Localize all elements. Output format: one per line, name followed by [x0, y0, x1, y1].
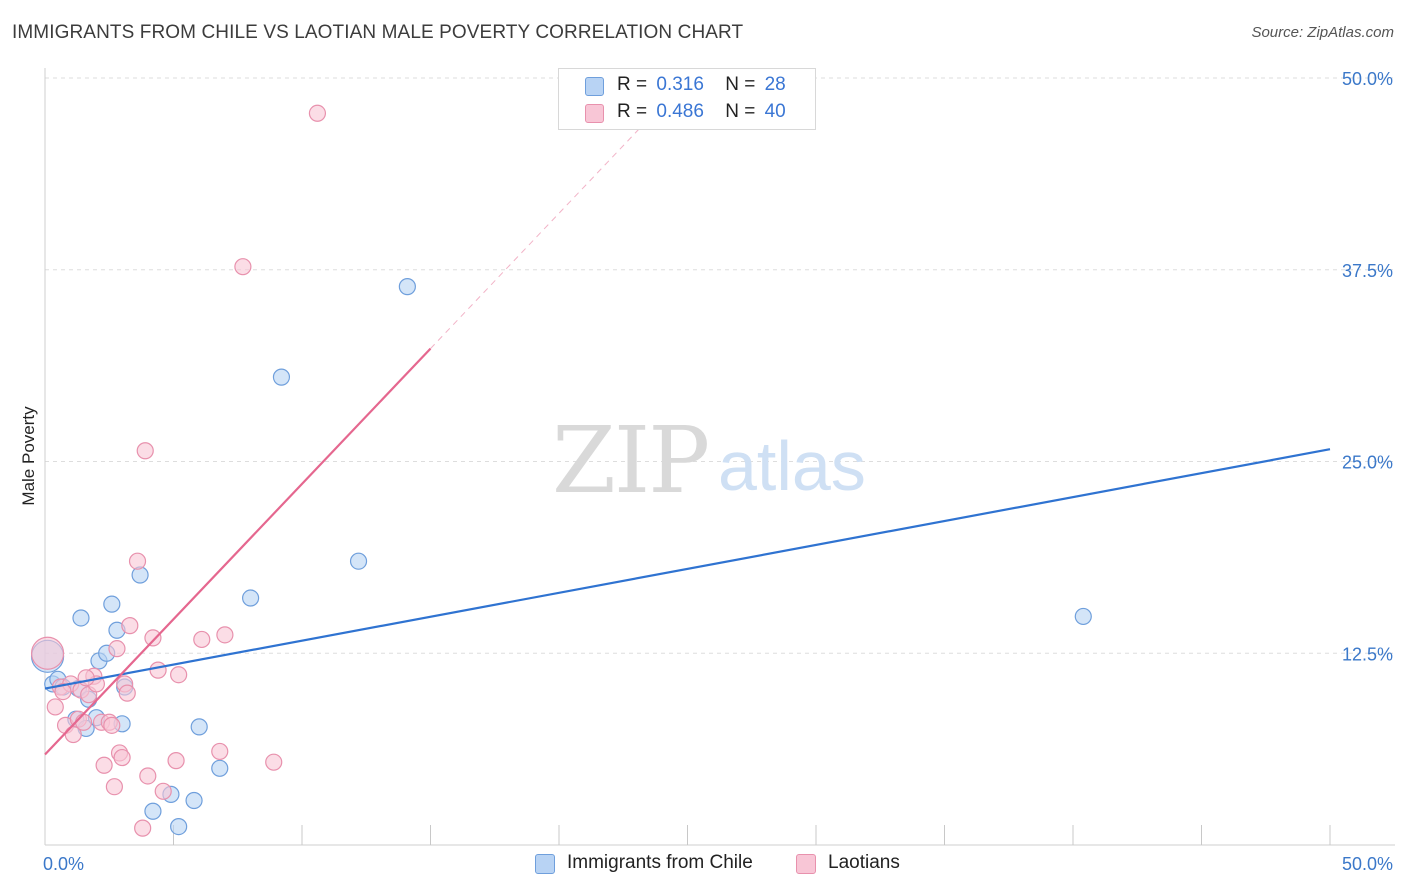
chart-source: Source: ZipAtlas.com [1251, 24, 1394, 41]
chile-trend-line [44, 448, 1331, 690]
legend-text-laotians: R = 0.486 N = 40 [617, 101, 786, 122]
laotian-point-1 [46, 698, 64, 716]
tick-labels: 12.5% 25.0% 37.5% 50.0% 0.0% 50.0% [43, 69, 1393, 874]
points [30, 104, 1092, 837]
laotian-point-26 [139, 767, 157, 785]
watermark-zip: ZIP [552, 407, 708, 514]
laotian-point-8 [74, 713, 93, 731]
chile-point-23 [242, 589, 260, 607]
chile-point-27 [1074, 607, 1092, 626]
legend-text-chile: R = 0.316 N = 28 [617, 74, 786, 95]
laotian-point-38 [54, 682, 72, 701]
watermark-atlas: atlas [718, 427, 866, 505]
laotian-point-27 [144, 629, 162, 647]
legend-swatch-chile [585, 77, 604, 96]
laotian-trend-line [44, 347, 432, 756]
bottom-legend-label-chile: Immigrants from Chile [567, 852, 753, 873]
chile-point-12 [103, 595, 121, 613]
chile-point-21 [190, 718, 208, 736]
laotian-point-21 [118, 684, 136, 702]
bottom-legend-label-laotians: Laotians [828, 852, 900, 873]
laotian-point-28 [149, 661, 167, 679]
laotian-point-35 [234, 258, 252, 276]
laotian-point-30 [167, 752, 185, 770]
axes [44, 68, 1395, 846]
x-tick-label-0: 0.0% [43, 854, 84, 874]
y-tick-label-3: 50.0% [1342, 69, 1393, 89]
chile-point-17 [144, 802, 162, 820]
chile-point-26 [398, 278, 416, 296]
laotian-point-36 [265, 753, 283, 771]
laotian-point-33 [211, 742, 229, 761]
laotian-point-31 [170, 666, 188, 684]
laotian-point-39 [77, 669, 95, 687]
laotian-point-37 [308, 104, 327, 122]
bottom-legend-swatch-chile [535, 854, 555, 874]
x-tick-label-1: 50.0% [1342, 854, 1393, 874]
chile-point-22 [211, 759, 229, 777]
chile-point-20 [185, 791, 203, 810]
gridlines [45, 77, 1395, 654]
y-tick-label-1: 25.0% [1342, 453, 1393, 473]
laotian-point-16 [105, 778, 123, 796]
laotian-point-34 [216, 626, 234, 644]
laotian-point-32 [193, 630, 211, 649]
chile-point-25 [349, 552, 368, 570]
laotian-point-24 [134, 819, 152, 837]
bottom-legend-swatch-laotians [796, 854, 816, 874]
laotian-point-15 [103, 716, 121, 734]
laotian-point-19 [113, 748, 131, 767]
laotian-point-29 [154, 782, 172, 800]
laotian-point-22 [121, 617, 139, 635]
laotian-point-17 [108, 640, 126, 658]
y-axis-label: Male Poverty [19, 406, 38, 506]
correlation-legend: R = 0.316 N = 28 R = 0.486 N = 40 [558, 68, 816, 130]
y-tick-label-2: 37.5% [1342, 261, 1393, 281]
chile-point-6 [72, 609, 90, 627]
chile-point-19 [170, 817, 188, 836]
laotian-point-0 [30, 636, 65, 670]
laotian-point-25 [136, 442, 154, 460]
y-tick-label-0: 12.5% [1342, 644, 1393, 664]
watermark: ZIP atlas [552, 407, 866, 514]
laotian-point-13 [95, 756, 113, 774]
laotian-point-23 [128, 552, 147, 570]
legend-swatch-laotians [585, 104, 604, 123]
chart-title: IMMIGRANTS FROM CHILE VS LAOTIAN MALE PO… [12, 22, 744, 43]
chile-point-24 [272, 368, 291, 386]
